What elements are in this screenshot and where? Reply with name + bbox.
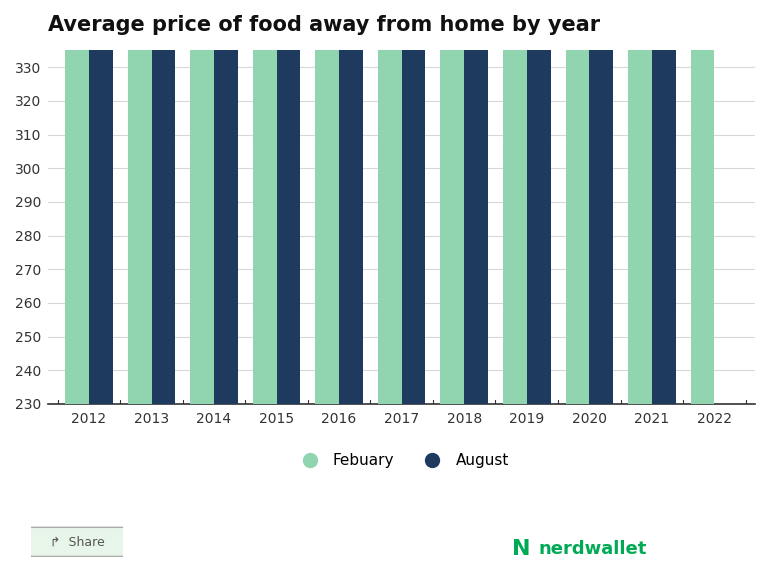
Bar (464, 0, 488, 404)
Bar (503, 0, 527, 404)
Bar (628, 0, 652, 404)
Bar (128, 0, 152, 404)
Bar (89, 0, 112, 404)
Text: ↪ Share: ↪ Share (52, 535, 102, 548)
Bar (339, 0, 363, 404)
Bar (65, 0, 89, 404)
Bar (152, 0, 176, 404)
FancyBboxPatch shape (28, 528, 126, 556)
Bar (214, 0, 238, 404)
Text: nerdwallet: nerdwallet (539, 540, 648, 558)
Bar (190, 0, 214, 404)
Text: N: N (512, 539, 531, 559)
Bar (316, 0, 339, 404)
Bar (402, 0, 425, 404)
Bar (276, 0, 300, 404)
Bar (652, 0, 675, 404)
Bar (378, 0, 402, 404)
Bar (440, 0, 464, 404)
Text: Average price of food away from home by year: Average price of food away from home by … (49, 15, 601, 35)
Text: ↱  Share: ↱ Share (49, 535, 105, 548)
Bar (691, 0, 715, 404)
Legend: Febuary, August: Febuary, August (289, 447, 515, 474)
Bar (589, 0, 613, 404)
Bar (527, 0, 551, 404)
Bar (565, 0, 589, 404)
Bar (253, 0, 276, 404)
